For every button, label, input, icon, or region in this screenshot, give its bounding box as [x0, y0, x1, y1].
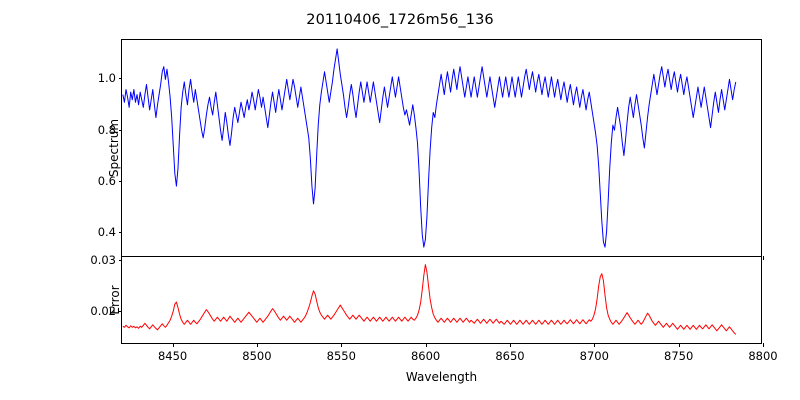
- x-tick-mark: [172, 343, 174, 347]
- y-tick-mark: [118, 310, 122, 312]
- x-tick-mark: [763, 343, 764, 347]
- y-tick-label: 0.8: [97, 122, 116, 137]
- x-tick-label: 8650: [495, 349, 525, 363]
- x-tick-mark: [256, 343, 258, 347]
- x-tick-mark: [509, 343, 511, 347]
- y-tick-mark: [118, 78, 122, 80]
- y-tick-mark: [118, 181, 122, 183]
- chart-title: 20110406_1726m56_136: [306, 12, 494, 28]
- x-tick-mark: [341, 343, 343, 347]
- x-tick-label: 8600: [410, 349, 441, 363]
- x-tick-label: 8800: [748, 349, 778, 363]
- y-tick-label: 0.03: [90, 252, 116, 267]
- y-tick-label: 0.4: [97, 225, 116, 240]
- error-line-series: [122, 257, 761, 343]
- x-tick-label: 8450: [157, 349, 188, 363]
- y-tick-label: 0.6: [97, 174, 116, 189]
- x-tick-label: 8550: [326, 349, 356, 363]
- y-tick-mark: [118, 232, 122, 234]
- y-tick-mark: [118, 129, 122, 131]
- x-axis-label: Wavelength: [405, 370, 478, 384]
- x-tick-mark: [763, 256, 764, 260]
- x-tick-label: 8500: [242, 349, 272, 363]
- x-tick-label: 8700: [579, 349, 609, 363]
- spectrum-panel: Spectrum 0.4 0.6 0.8 1.0: [98, 39, 764, 260]
- y-tick-mark: [118, 259, 122, 261]
- y-tick-label: 1.0: [97, 71, 116, 86]
- spectrum-y-axis-label: Spectrum: [107, 118, 121, 178]
- y-tick-label: 0.02: [90, 303, 116, 318]
- x-tick-label: 8750: [664, 349, 694, 363]
- spectrum-line-series: [122, 40, 761, 256]
- x-tick-mark: [594, 343, 596, 347]
- x-tick-mark: [425, 343, 427, 347]
- error-panel: Error 0.02 0.03 8450 8500 8550 8600 8650 8700 87…: [90, 253, 777, 363]
- x-tick-mark: [678, 343, 680, 347]
